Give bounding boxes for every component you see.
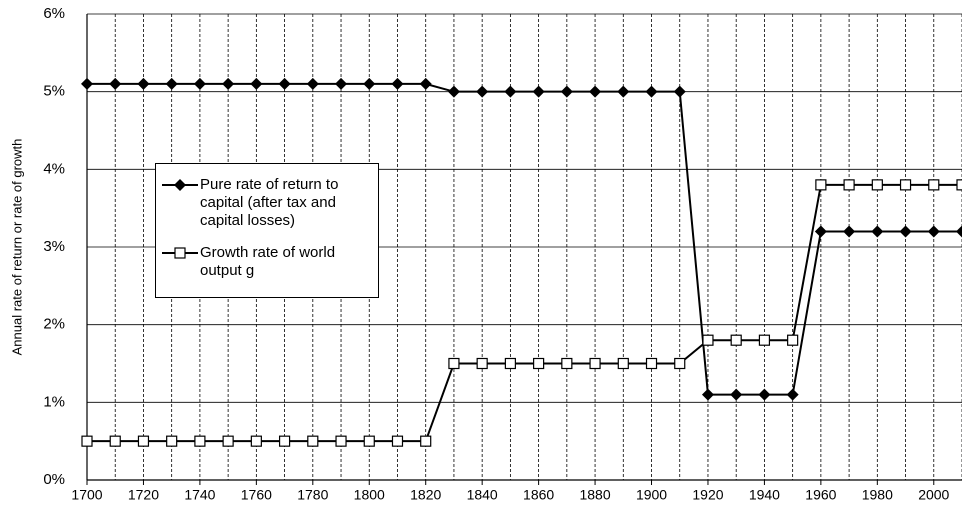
x-tick-label: 1740: [184, 487, 215, 503]
marker-diamond: [109, 77, 122, 90]
marker-diamond: [786, 388, 799, 401]
marker-diamond: [843, 225, 856, 238]
x-tick-label: 1940: [749, 487, 780, 503]
legend: Pure rate of return to capital (after ta…: [155, 163, 379, 298]
marker-diamond: [363, 77, 376, 90]
marker-square: [137, 435, 150, 447]
y-tick-label: 0%: [43, 471, 65, 488]
marker-diamond: [250, 77, 263, 90]
marker-diamond: [222, 77, 235, 90]
marker-diamond: [589, 85, 602, 98]
marker-diamond: [899, 225, 912, 238]
x-tick-label: 1700: [71, 487, 102, 503]
marker-diamond: [476, 85, 489, 98]
x-tick-label: 1820: [410, 487, 441, 503]
marker-square: [307, 435, 319, 447]
marker-square: [391, 435, 404, 447]
marker-square: [758, 334, 771, 346]
marker-square: [278, 435, 291, 447]
marker-diamond: [617, 85, 630, 98]
x-tick-label: 2000: [918, 487, 949, 503]
marker-square: [194, 435, 206, 447]
marker-diamond: [871, 225, 884, 238]
marker-diamond: [504, 85, 517, 98]
marker-diamond: [758, 388, 771, 401]
x-tick-label: 1900: [636, 487, 667, 503]
x-tick-label: 1760: [241, 487, 272, 503]
marker-square: [81, 435, 93, 447]
x-tick-label: 1780: [297, 487, 328, 503]
x-tick-label: 1840: [467, 487, 498, 503]
x-tick-label: 1800: [354, 487, 385, 503]
legend-item: Growth rate of world output g: [160, 244, 375, 280]
marker-square: [899, 179, 912, 191]
y-tick-label: 3%: [43, 238, 65, 255]
x-tick-label: 1860: [523, 487, 554, 503]
marker-diamond: [419, 77, 432, 90]
x-tick-label: 1920: [692, 487, 723, 503]
marker-square: [504, 357, 516, 370]
x-tick-label: 1980: [862, 487, 893, 503]
marker-square: [787, 334, 799, 346]
marker-square: [561, 357, 573, 370]
marker-diamond: [560, 85, 573, 98]
marker-square: [730, 334, 742, 346]
marker-diamond: [174, 179, 186, 191]
marker-square: [533, 357, 545, 370]
y-tick-label: 5%: [43, 83, 65, 100]
marker-diamond: [673, 85, 686, 98]
marker-square: [956, 179, 962, 191]
y-tick-label: 1%: [43, 393, 65, 410]
marker-diamond: [306, 77, 319, 90]
marker-square: [335, 435, 347, 447]
marker-diamond: [645, 85, 658, 98]
y-tick-label: 6%: [43, 5, 65, 22]
marker-square: [871, 179, 883, 191]
x-tick-label: 1720: [128, 487, 159, 503]
marker-square: [815, 179, 827, 191]
marker-diamond: [81, 77, 93, 90]
marker-diamond: [137, 77, 150, 90]
legend-item: Pure rate of return to capital (after ta…: [160, 176, 375, 230]
marker-square: [645, 357, 658, 370]
marker-square: [674, 357, 686, 370]
marker-diamond: [278, 77, 291, 90]
marker-square: [109, 435, 121, 447]
marker-square: [448, 357, 460, 370]
marker-square: [174, 247, 186, 259]
y-axis-label: Annual rate of return or rate of growth: [9, 139, 24, 356]
legend-swatch: [162, 179, 198, 191]
marker-diamond: [532, 85, 545, 98]
marker-diamond: [701, 388, 714, 401]
marker-square: [928, 179, 940, 191]
marker-diamond: [165, 77, 178, 90]
marker-diamond: [927, 225, 940, 238]
marker-diamond: [956, 225, 962, 238]
legend-label: Pure rate of return to capital (after ta…: [200, 176, 339, 229]
y-tick-label: 4%: [43, 160, 65, 177]
legend-label: Growth rate of world output g: [200, 244, 336, 279]
marker-square: [420, 435, 432, 447]
marker-diamond: [391, 77, 404, 90]
marker-square: [363, 435, 375, 447]
marker-diamond: [193, 77, 206, 90]
marker-square: [250, 435, 262, 447]
y-tick-label: 2%: [43, 316, 65, 333]
marker-diamond: [814, 225, 827, 238]
marker-square: [702, 334, 714, 346]
x-tick-label: 1880: [579, 487, 610, 503]
marker-square: [617, 357, 629, 370]
x-tick-label: 1960: [805, 487, 836, 503]
marker-square: [843, 179, 855, 191]
marker-square: [222, 435, 234, 447]
marker-square: [166, 435, 178, 447]
marker-square: [476, 357, 488, 370]
marker-diamond: [730, 388, 743, 401]
marker-diamond: [447, 85, 460, 98]
marker-diamond: [335, 77, 348, 90]
marker-square: [589, 357, 601, 370]
legend-swatch: [162, 247, 198, 259]
